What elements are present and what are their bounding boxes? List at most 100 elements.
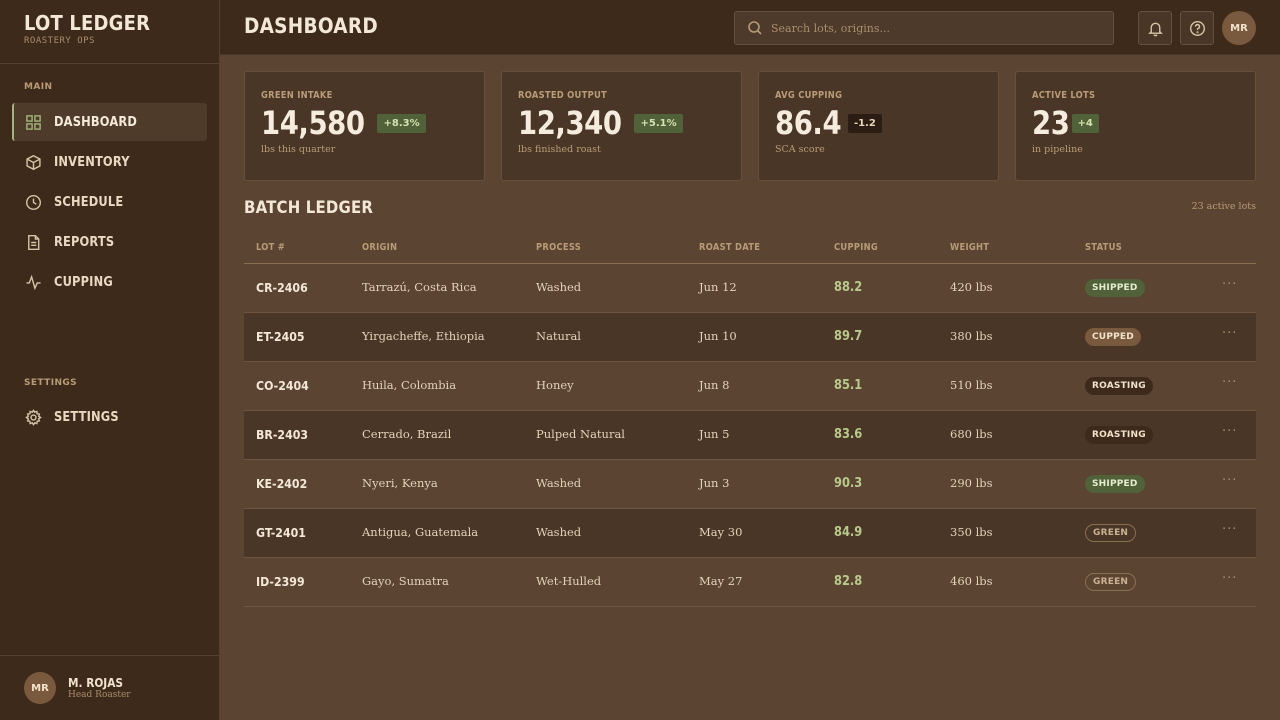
header-avatar[interactable]: MR [1222, 11, 1256, 45]
row-actions-button[interactable]: ··· [1222, 522, 1238, 537]
sidebar-item-schedule[interactable]: SCHEDULE [12, 183, 207, 221]
weight: 380 lbs [950, 329, 993, 343]
origin: Antigua, Guatemala [362, 525, 479, 539]
lot-id[interactable]: CR-2406 [256, 280, 308, 295]
batch-ledger-table: LOT # ORIGIN PROCESS ROAST DATE CUPPING … [244, 231, 1256, 607]
lot-id[interactable]: CO-2404 [256, 378, 309, 393]
column-header-status[interactable]: STATUS [1085, 242, 1123, 253]
row-actions-button[interactable]: ··· [1222, 375, 1238, 390]
sidebar-item-reports[interactable]: REPORTS [12, 223, 207, 261]
table-row[interactable]: GT-2401 Antigua, Guatemala Washed May 30 84.… [244, 509, 1256, 558]
box-icon [24, 153, 42, 171]
stat-delta-badge: +8.3% [377, 113, 426, 133]
origin: Nyeri, Kenya [362, 476, 438, 490]
user-role: Head Roaster [68, 689, 131, 700]
cupping-score: 85.1 [834, 378, 863, 393]
user-profile[interactable]: MR M. ROJAS Head Roaster [0, 655, 219, 720]
process: Wet-Hulled [536, 574, 602, 588]
table-row[interactable]: KE-2402 Nyeri, Kenya Washed Jun 3 90.3 290 lb… [244, 460, 1256, 509]
roast-date: Jun 10 [699, 329, 737, 343]
column-header-lot[interactable]: LOT # [256, 242, 286, 253]
column-header-process[interactable]: PROCESS [536, 242, 582, 253]
gear-icon [24, 408, 42, 426]
lot-id[interactable]: GT-2401 [256, 525, 306, 540]
cupping-score: 84.9 [834, 525, 863, 540]
nav-section-settings: SETTINGS [24, 378, 78, 388]
top-header: DASHBOARD MR [220, 0, 1280, 55]
status-badge: SHIPPED [1085, 279, 1145, 297]
lot-id[interactable]: KE-2402 [256, 476, 308, 491]
row-actions-button[interactable]: ··· [1222, 571, 1238, 586]
row-actions-button[interactable]: ··· [1222, 473, 1238, 488]
stat-card-green-intake: GREEN INTAKE 14,580 +8.3% lbs this quart… [244, 71, 485, 181]
brand-subtitle: ROASTERY OPS [24, 36, 96, 46]
cupping-score: 88.2 [834, 280, 863, 295]
lot-id[interactable]: ET-2405 [256, 329, 305, 344]
user-name: M. ROJAS [68, 675, 124, 690]
sidebar-item-label: SCHEDULE [54, 194, 124, 210]
row-actions-button[interactable]: ··· [1222, 424, 1238, 439]
status-badge: CUPPED [1085, 328, 1141, 346]
process: Pulped Natural [536, 427, 625, 441]
table-row[interactable]: ID-2399 Gayo, Sumatra Wet-Hulled May 27 82.8… [244, 558, 1256, 607]
cupping-score: 82.8 [834, 574, 863, 589]
origin: Tarrazú, Costa Rica [362, 280, 477, 294]
status-badge: ROASTING [1085, 377, 1153, 395]
column-header-origin[interactable]: ORIGIN [362, 242, 398, 253]
active-lots-count: 23 active lots [1191, 201, 1256, 212]
avatar: MR [24, 672, 56, 704]
sidebar-item-dashboard[interactable]: DASHBOARD [12, 103, 207, 141]
origin: Cerrado, Brazil [362, 427, 452, 441]
stat-caption: SCA score [775, 144, 825, 155]
roast-date: May 27 [699, 574, 743, 588]
table-header: LOT # ORIGIN PROCESS ROAST DATE CUPPING … [244, 231, 1256, 264]
table-row[interactable]: CR-2406 Tarrazú, Costa Rica Washed Jun 12 88… [244, 264, 1256, 313]
table-row[interactable]: CO-2404 Huila, Colombia Honey Jun 8 85.1 510 … [244, 362, 1256, 411]
help-button[interactable] [1180, 11, 1214, 45]
column-header-weight[interactable]: WEIGHT [950, 242, 990, 253]
stat-label: ROASTED OUTPUT [518, 90, 607, 101]
status-badge: ROASTING [1085, 426, 1153, 444]
origin: Yirgacheffe, Ethiopia [362, 329, 485, 343]
table-row[interactable]: BR-2403 Cerrado, Brazil Pulped Natural Jun … [244, 411, 1256, 460]
sidebar-item-label: CUPPING [54, 274, 113, 290]
stat-label: GREEN INTAKE [261, 90, 333, 101]
lot-id[interactable]: BR-2403 [256, 427, 309, 442]
column-header-roast-date[interactable]: ROAST DATE [699, 242, 761, 253]
stat-label: AVG CUPPING [775, 90, 843, 101]
roast-date: Jun 3 [699, 476, 730, 490]
stat-card-active-lots: ACTIVE LOTS 23 +4 in pipeline [1015, 71, 1256, 181]
stat-caption: lbs this quarter [261, 144, 336, 155]
cupping-score: 90.3 [834, 476, 863, 491]
stat-value: 14,580 [261, 104, 365, 142]
search-icon [748, 21, 762, 35]
sidebar: LOT LEDGER ROASTERY OPS MAIN DASHBOARD I… [0, 0, 220, 720]
document-icon [24, 233, 42, 251]
section-title: BATCH LEDGER [244, 198, 374, 218]
stat-value: 86.4 [775, 104, 842, 142]
sidebar-item-label: DASHBOARD [54, 114, 138, 130]
brand-title: LOT LEDGER [24, 11, 151, 35]
column-header-cupping[interactable]: CUPPING [834, 242, 878, 253]
status-badge: SHIPPED [1085, 475, 1145, 493]
process: Honey [536, 378, 574, 392]
process: Natural [536, 329, 581, 343]
weight: 350 lbs [950, 525, 993, 539]
notifications-button[interactable] [1138, 11, 1172, 45]
stat-card-roasted-output: ROASTED OUTPUT 12,340 +5.1% lbs finished… [501, 71, 742, 181]
search-input[interactable] [771, 21, 1091, 35]
table-row[interactable]: ET-2405 Yirgacheffe, Ethiopia Natural Jun 1… [244, 313, 1256, 362]
row-actions-button[interactable]: ··· [1222, 326, 1238, 341]
sidebar-item-inventory[interactable]: INVENTORY [12, 143, 207, 181]
origin: Gayo, Sumatra [362, 574, 449, 588]
stat-value: 12,340 [518, 104, 622, 142]
process: Washed [536, 525, 582, 539]
row-actions-button[interactable]: ··· [1222, 277, 1238, 292]
sidebar-item-settings[interactable]: SETTINGS [12, 398, 207, 436]
sidebar-item-cupping[interactable]: CUPPING [12, 263, 207, 301]
brand: LOT LEDGER ROASTERY OPS [0, 0, 219, 64]
cupping-score: 89.7 [834, 329, 863, 344]
search-box[interactable] [734, 11, 1114, 45]
lot-id[interactable]: ID-2399 [256, 574, 305, 589]
stat-label: ACTIVE LOTS [1032, 90, 1096, 101]
